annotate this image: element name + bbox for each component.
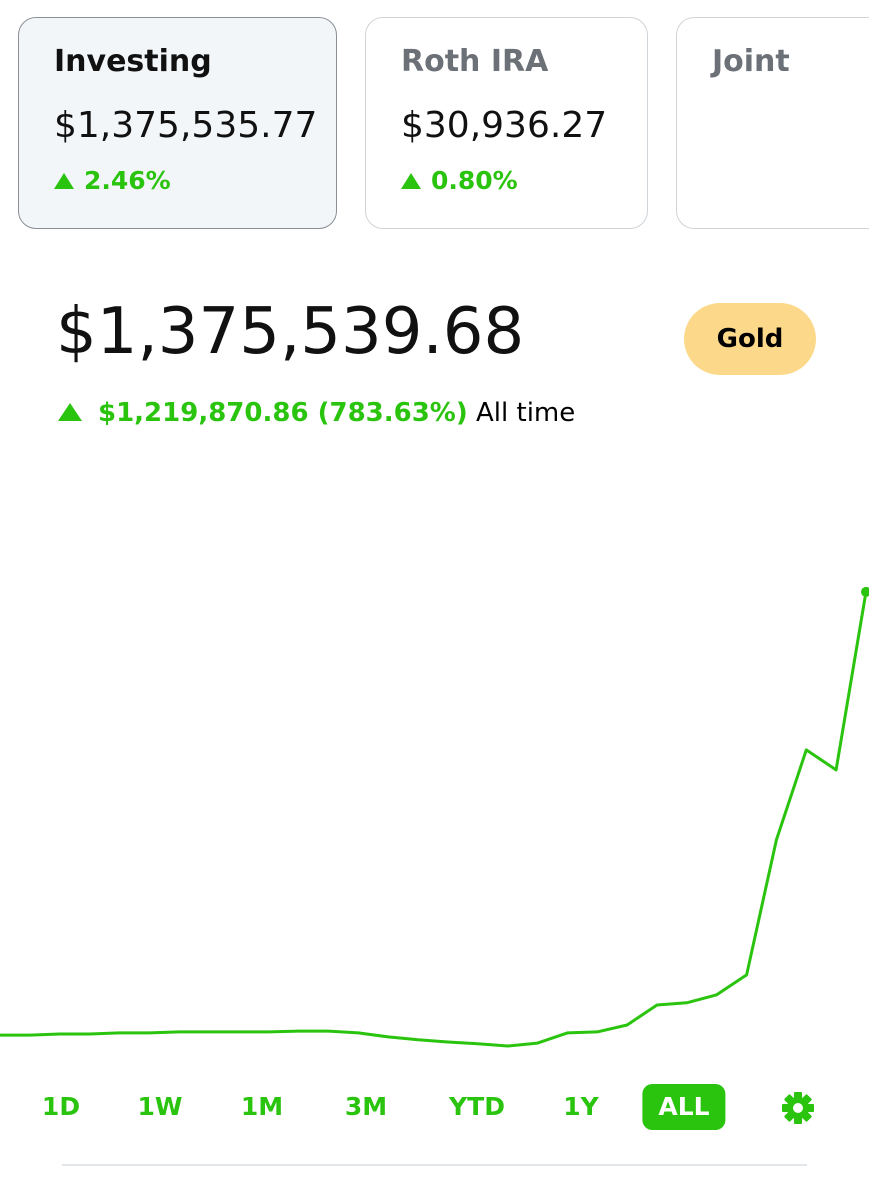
end-dot — [861, 586, 869, 597]
range-button[interactable]: ALL — [642, 1084, 726, 1130]
account-name: Roth IRA — [401, 44, 549, 79]
gain-period: All time — [476, 398, 576, 428]
gain-text: $1,219,870.86 (783.63%) — [98, 398, 468, 428]
account-value: $30,936.27 — [401, 105, 608, 146]
range-button[interactable]: 1D — [41, 1092, 81, 1121]
portfolio-gain: $1,219,870.86 (783.63%) All time — [58, 398, 575, 428]
divider — [62, 1164, 807, 1166]
account-change: 0.80% — [401, 166, 647, 195]
account-card[interactable]: Investing $1,375,535.77 2.46% — [18, 17, 337, 229]
gold-badge[interactable]: Gold — [684, 303, 816, 375]
value-line — [0, 591, 868, 1048]
change-text: 2.46% — [84, 166, 171, 195]
portfolio-value: $1,375,539.68 — [56, 295, 525, 369]
account-card[interactable]: Joint — [676, 17, 869, 229]
range-button[interactable]: YTD — [449, 1092, 505, 1121]
range-button[interactable]: 1W — [137, 1092, 183, 1121]
range-button[interactable]: 1Y — [563, 1092, 599, 1121]
range-button[interactable]: 1M — [240, 1092, 284, 1121]
range-button[interactable]: 3M — [344, 1092, 388, 1121]
account-value: $1,375,535.77 — [54, 105, 318, 146]
account-name: Investing — [54, 44, 212, 79]
account-card[interactable]: Roth IRA $30,936.27 0.80% — [365, 17, 648, 229]
account-change: 2.46% — [54, 166, 336, 195]
change-text: 0.80% — [431, 166, 518, 195]
range-selector: 1D 1W 1M 3M YTD 1Y ALL — [0, 1084, 869, 1132]
account-name: Joint — [712, 44, 790, 79]
chart — [0, 586, 869, 1048]
settings-icon[interactable] — [778, 1088, 818, 1128]
